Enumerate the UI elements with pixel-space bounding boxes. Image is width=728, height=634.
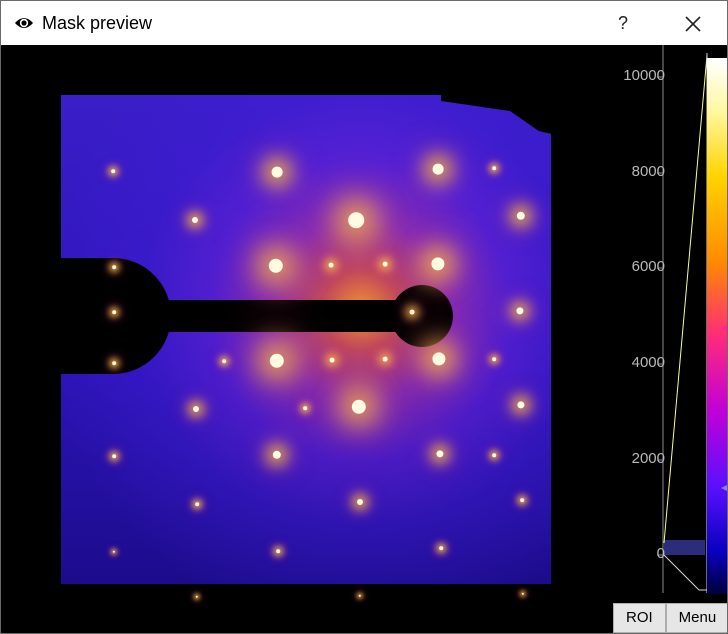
- diffraction-spot: [436, 450, 444, 458]
- beamstop-arm: [156, 300, 406, 332]
- diffraction-spot: [192, 217, 198, 223]
- diffraction-spot: [432, 163, 444, 175]
- beamstop-center: [391, 285, 453, 347]
- roi-button[interactable]: ROI: [613, 603, 666, 633]
- diffraction-spot: [271, 166, 283, 178]
- diffraction-spot: [517, 401, 525, 409]
- diffraction-spot: [516, 211, 526, 221]
- diffraction-spot: [269, 353, 285, 369]
- menu-button[interactable]: Menu: [665, 603, 727, 633]
- colorbar-tick-2000: 2000: [631, 450, 665, 467]
- diffraction-spot: [112, 265, 116, 269]
- diffraction-spot: [516, 307, 524, 315]
- diffraction-spot: [492, 453, 496, 457]
- diffraction-spot: [492, 166, 496, 170]
- image-view[interactable]: [1, 45, 607, 633]
- diffraction-spot: [351, 399, 367, 415]
- diffraction-spot: [358, 594, 362, 598]
- diffraction-spot: [492, 357, 496, 361]
- colorbar-tick-4000: 4000: [631, 354, 665, 371]
- diffraction-spot: [112, 361, 116, 365]
- diffraction-spot: [431, 257, 445, 271]
- colorbar-tick-10000: 10000: [623, 67, 665, 84]
- diffraction-spot: [222, 359, 226, 363]
- colorbar-tick-8000: 8000: [631, 163, 665, 180]
- close-icon[interactable]: [679, 10, 707, 38]
- diffraction-spot: [439, 546, 443, 550]
- eye-icon: [15, 18, 33, 28]
- diffraction-spot: [432, 352, 446, 366]
- plot-toolbar: ROI Menu: [613, 603, 727, 633]
- title-bar[interactable]: Mask preview ?: [1, 1, 727, 45]
- diffraction-spot: [111, 169, 115, 173]
- diffraction-spot: [195, 502, 199, 506]
- colorbar-tick-6000: 6000: [631, 258, 665, 275]
- colorbar-handles: [721, 59, 727, 491]
- diffraction-spot: [112, 454, 116, 458]
- diffraction-spot: [328, 262, 334, 268]
- diffraction-spot: [276, 549, 280, 553]
- mask-region-left: [61, 258, 171, 374]
- window-title: Mask preview: [42, 13, 153, 33]
- colorbar-gradient[interactable]: [707, 58, 727, 594]
- diffraction-spot: [520, 498, 524, 502]
- diffraction-spot: [195, 595, 199, 599]
- diffraction-spot: [112, 310, 116, 314]
- diffraction-image: [61, 95, 551, 584]
- diffraction-spot: [357, 499, 363, 505]
- diffraction-spot: [112, 550, 116, 554]
- diffraction-spot: [329, 357, 335, 363]
- diffraction-spot: [382, 356, 388, 362]
- diffraction-spot: [409, 309, 415, 315]
- diffraction-spot: [303, 406, 307, 410]
- diffraction-spot: [521, 592, 525, 596]
- diffraction-spot: [268, 258, 284, 274]
- diffraction-spot: [272, 450, 282, 460]
- plot-area: 10000 8000 6000 4000 2000 0: [1, 45, 727, 633]
- diffraction-spot: [348, 212, 364, 228]
- diffraction-spot: [193, 406, 199, 412]
- help-button[interactable]: ?: [617, 13, 628, 33]
- diffraction-spot: [382, 261, 388, 267]
- colorbar-tick-0: 0: [656, 545, 665, 562]
